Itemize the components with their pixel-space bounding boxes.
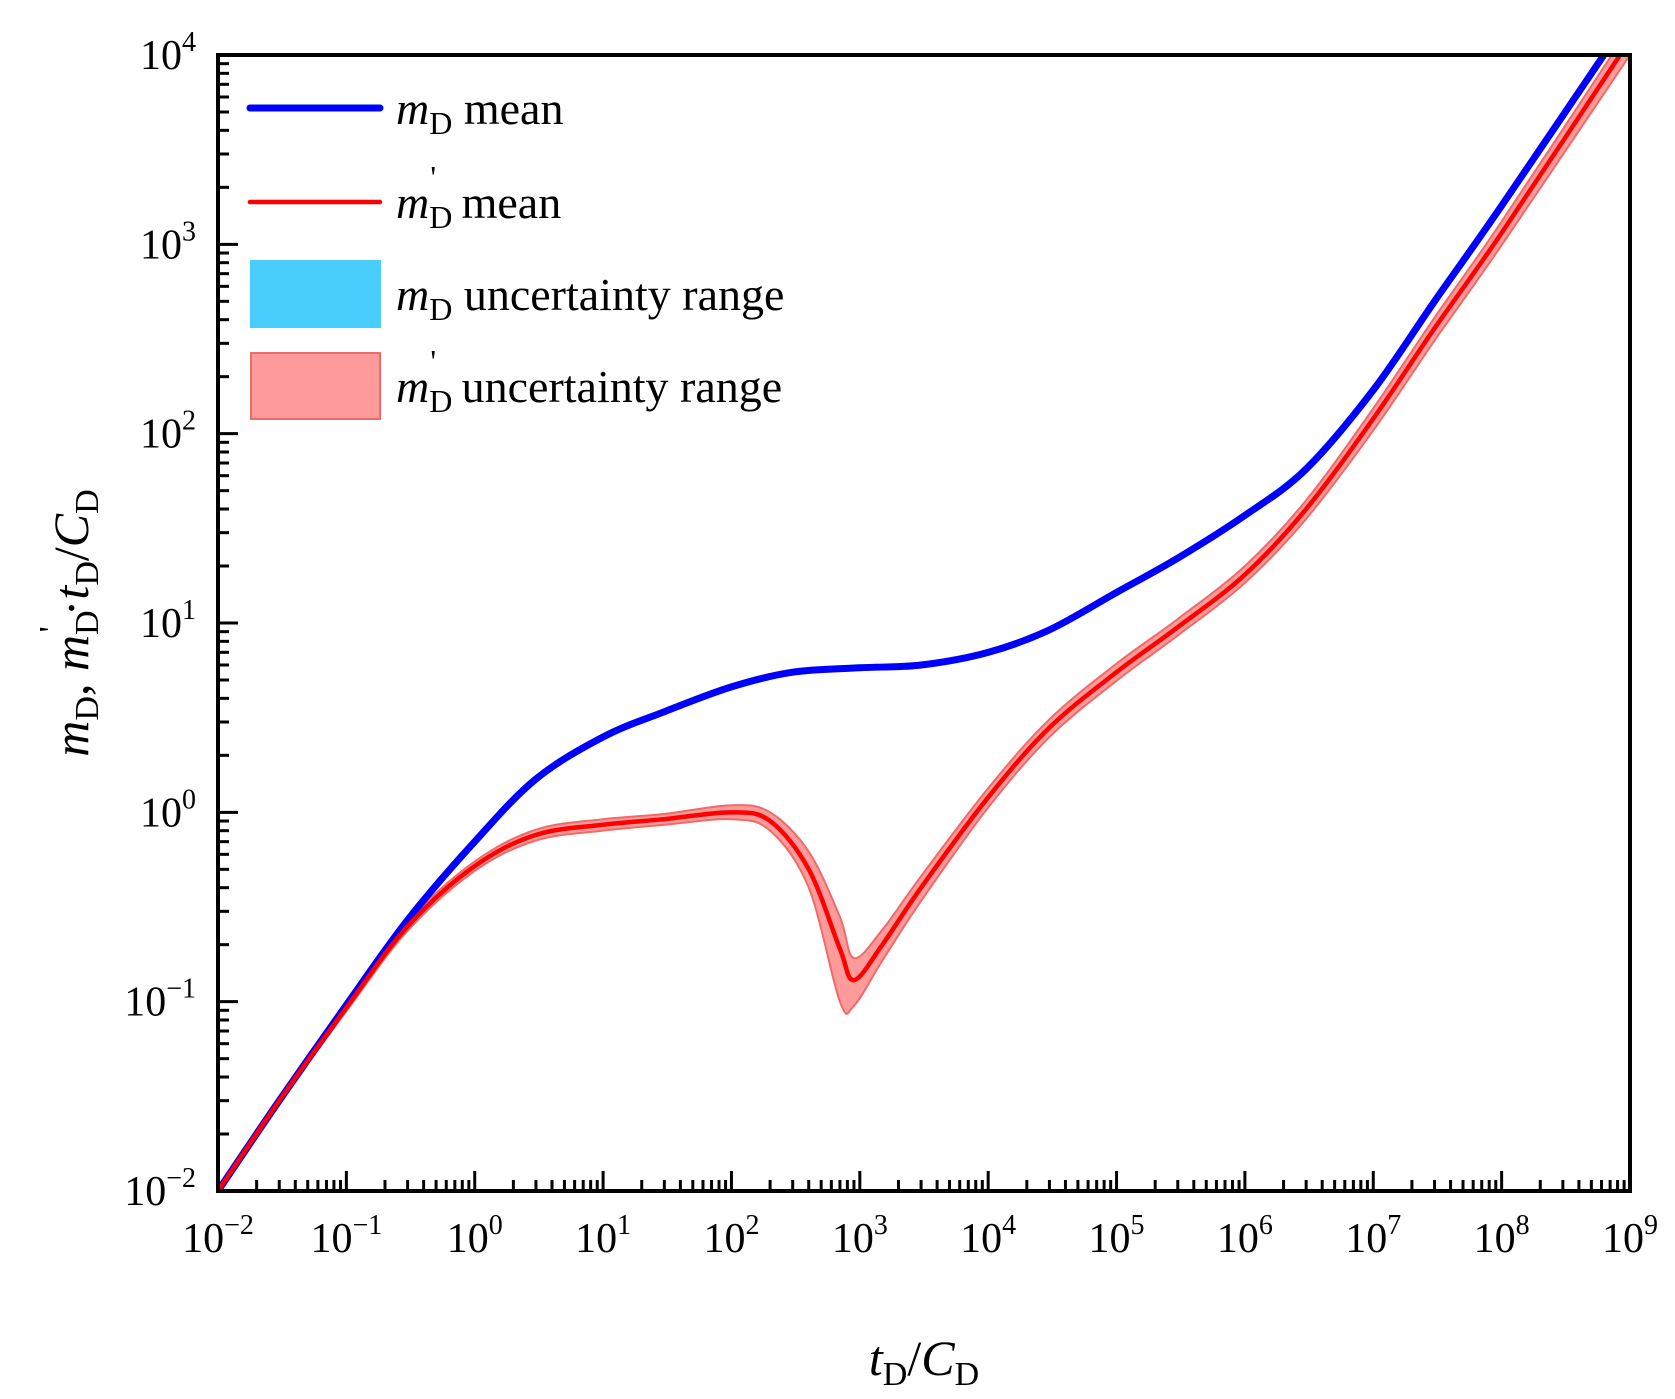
x-tick-label: 104 [960, 1210, 1016, 1262]
legend-label: mD mean [396, 83, 563, 141]
x-tick-label: 102 [703, 1210, 759, 1262]
legend-entry-mdp-mean: mD' mean [247, 159, 561, 235]
legend-entry-md-mean: mD mean [246, 83, 563, 141]
x-tick-label: 100 [447, 1210, 503, 1262]
legend-label: mD' mean [396, 159, 561, 235]
mdp-band-area [218, 55, 1630, 1191]
x-tick-labels: 10−2 10−1 100 101 102 103 104 105 106 107 108 109 [182, 1210, 1658, 1262]
mean-lines [218, 55, 1623, 1191]
x-tick-label: 10−1 [310, 1210, 382, 1262]
x-tick-label: 103 [832, 1210, 888, 1262]
x-tick-label: 106 [1217, 1210, 1273, 1262]
legend: mD mean mD' mean mD uncertainty range mD' u… [246, 83, 784, 420]
legend-swatch-md-band [250, 260, 381, 328]
x-tick-label: 101 [575, 1210, 631, 1262]
x-tick-label: 10−2 [182, 1210, 254, 1262]
x-tick-label: 109 [1602, 1210, 1658, 1262]
legend-label: mD' uncertainty range [396, 343, 782, 419]
y-tick-label: 101 [140, 595, 196, 647]
y-tick-labels: 10−2 10−1 100 101 102 103 104 [124, 27, 196, 1215]
y-tick-label: 10−2 [124, 1163, 196, 1215]
x-tick-label: 107 [1345, 1210, 1401, 1262]
x-tick-label: 108 [1474, 1210, 1530, 1262]
x-axis-title: tD/CD [869, 1330, 979, 1393]
y-tick-label: 10−1 [124, 974, 196, 1026]
y-tick-label: 102 [140, 406, 196, 458]
x-tick-label: 105 [1089, 1210, 1145, 1262]
mdp-mean-line [218, 55, 1623, 1191]
uncertainty-bands [218, 55, 1630, 1191]
legend-swatch-mdp-band [250, 352, 381, 420]
legend-entry-mdp-band: mD' uncertainty range [250, 343, 782, 420]
md-mean-line [218, 55, 1609, 1191]
legend-label: mD uncertainty range [396, 269, 784, 327]
plot-frame [216, 53, 1632, 1193]
y-tick-label: 103 [140, 216, 196, 268]
legend-entry-md-band: mD uncertainty range [250, 260, 784, 328]
y-tick-label: 100 [140, 784, 196, 836]
y-tick-label: 104 [140, 27, 196, 79]
y-axis-title: mD, mD'·tD/CD [33, 489, 106, 756]
